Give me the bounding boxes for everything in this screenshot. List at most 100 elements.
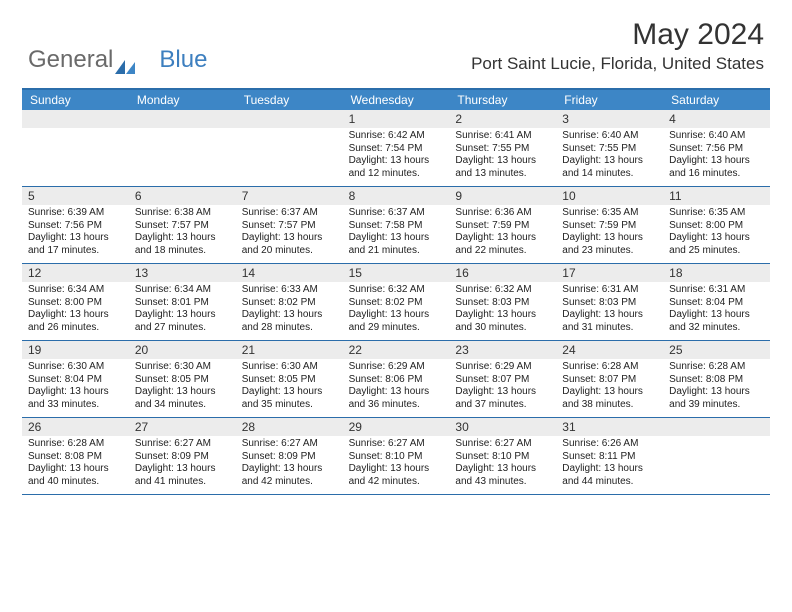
- day-body: Sunrise: 6:28 AMSunset: 8:08 PMDaylight:…: [663, 359, 770, 415]
- day-cell: 18Sunrise: 6:31 AMSunset: 8:04 PMDayligh…: [663, 264, 770, 340]
- day-body: Sunrise: 6:39 AMSunset: 7:56 PMDaylight:…: [22, 205, 129, 261]
- day-body: Sunrise: 6:27 AMSunset: 8:09 PMDaylight:…: [129, 436, 236, 492]
- day-cell: 23Sunrise: 6:29 AMSunset: 8:07 PMDayligh…: [449, 341, 556, 417]
- day-body: Sunrise: 6:40 AMSunset: 7:55 PMDaylight:…: [556, 128, 663, 184]
- day-number: 9: [449, 187, 556, 205]
- day-number: 21: [236, 341, 343, 359]
- day-body: Sunrise: 6:41 AMSunset: 7:55 PMDaylight:…: [449, 128, 556, 184]
- day-number: 15: [343, 264, 450, 282]
- day-cell: 10Sunrise: 6:35 AMSunset: 7:59 PMDayligh…: [556, 187, 663, 263]
- day-cell: 3Sunrise: 6:40 AMSunset: 7:55 PMDaylight…: [556, 110, 663, 186]
- day-cell: 15Sunrise: 6:32 AMSunset: 8:02 PMDayligh…: [343, 264, 450, 340]
- day-number: 12: [22, 264, 129, 282]
- day-number: [236, 110, 343, 128]
- brand-logo: General Blue: [28, 46, 207, 74]
- week-row: 5Sunrise: 6:39 AMSunset: 7:56 PMDaylight…: [22, 187, 770, 264]
- day-number: 8: [343, 187, 450, 205]
- day-number: 14: [236, 264, 343, 282]
- day-body: Sunrise: 6:27 AMSunset: 8:10 PMDaylight:…: [449, 436, 556, 492]
- day-cell: 19Sunrise: 6:30 AMSunset: 8:04 PMDayligh…: [22, 341, 129, 417]
- week-row: 26Sunrise: 6:28 AMSunset: 8:08 PMDayligh…: [22, 418, 770, 495]
- day-number: [663, 418, 770, 436]
- day-number: 31: [556, 418, 663, 436]
- day-number: 5: [22, 187, 129, 205]
- day-body: [236, 128, 343, 134]
- weekday-header: Thursday: [449, 90, 556, 110]
- day-body: Sunrise: 6:35 AMSunset: 8:00 PMDaylight:…: [663, 205, 770, 261]
- week-row: 19Sunrise: 6:30 AMSunset: 8:04 PMDayligh…: [22, 341, 770, 418]
- day-body: Sunrise: 6:42 AMSunset: 7:54 PMDaylight:…: [343, 128, 450, 184]
- day-cell: 8Sunrise: 6:37 AMSunset: 7:58 PMDaylight…: [343, 187, 450, 263]
- day-body: Sunrise: 6:36 AMSunset: 7:59 PMDaylight:…: [449, 205, 556, 261]
- day-cell: 14Sunrise: 6:33 AMSunset: 8:02 PMDayligh…: [236, 264, 343, 340]
- day-number: 3: [556, 110, 663, 128]
- day-cell: [129, 110, 236, 186]
- day-body: Sunrise: 6:32 AMSunset: 8:03 PMDaylight:…: [449, 282, 556, 338]
- calendar: SundayMondayTuesdayWednesdayThursdayFrid…: [22, 88, 770, 495]
- day-number: 22: [343, 341, 450, 359]
- day-cell: 24Sunrise: 6:28 AMSunset: 8:07 PMDayligh…: [556, 341, 663, 417]
- day-number: 7: [236, 187, 343, 205]
- week-row: 12Sunrise: 6:34 AMSunset: 8:00 PMDayligh…: [22, 264, 770, 341]
- day-cell: 16Sunrise: 6:32 AMSunset: 8:03 PMDayligh…: [449, 264, 556, 340]
- weekday-header: Saturday: [663, 90, 770, 110]
- day-body: Sunrise: 6:29 AMSunset: 8:06 PMDaylight:…: [343, 359, 450, 415]
- day-cell: 30Sunrise: 6:27 AMSunset: 8:10 PMDayligh…: [449, 418, 556, 494]
- day-body: Sunrise: 6:28 AMSunset: 8:07 PMDaylight:…: [556, 359, 663, 415]
- day-body: [129, 128, 236, 134]
- day-number: [129, 110, 236, 128]
- day-body: Sunrise: 6:30 AMSunset: 8:04 PMDaylight:…: [22, 359, 129, 415]
- day-cell: 31Sunrise: 6:26 AMSunset: 8:11 PMDayligh…: [556, 418, 663, 494]
- day-cell: 13Sunrise: 6:34 AMSunset: 8:01 PMDayligh…: [129, 264, 236, 340]
- day-body: Sunrise: 6:27 AMSunset: 8:10 PMDaylight:…: [343, 436, 450, 492]
- day-cell: 26Sunrise: 6:28 AMSunset: 8:08 PMDayligh…: [22, 418, 129, 494]
- day-number: 10: [556, 187, 663, 205]
- day-number: 27: [129, 418, 236, 436]
- day-body: Sunrise: 6:30 AMSunset: 8:05 PMDaylight:…: [236, 359, 343, 415]
- day-cell: 20Sunrise: 6:30 AMSunset: 8:05 PMDayligh…: [129, 341, 236, 417]
- day-cell: 11Sunrise: 6:35 AMSunset: 8:00 PMDayligh…: [663, 187, 770, 263]
- day-number: 24: [556, 341, 663, 359]
- day-cell: 9Sunrise: 6:36 AMSunset: 7:59 PMDaylight…: [449, 187, 556, 263]
- day-number: 19: [22, 341, 129, 359]
- day-number: [22, 110, 129, 128]
- day-body: Sunrise: 6:30 AMSunset: 8:05 PMDaylight:…: [129, 359, 236, 415]
- day-body: Sunrise: 6:26 AMSunset: 8:11 PMDaylight:…: [556, 436, 663, 492]
- day-body: Sunrise: 6:38 AMSunset: 7:57 PMDaylight:…: [129, 205, 236, 261]
- day-number: 30: [449, 418, 556, 436]
- day-number: 18: [663, 264, 770, 282]
- weekday-header: Wednesday: [343, 90, 450, 110]
- day-number: 20: [129, 341, 236, 359]
- day-number: 1: [343, 110, 450, 128]
- month-title: May 2024: [471, 18, 764, 52]
- day-cell: 4Sunrise: 6:40 AMSunset: 7:56 PMDaylight…: [663, 110, 770, 186]
- day-cell: [663, 418, 770, 494]
- day-number: 17: [556, 264, 663, 282]
- day-body: Sunrise: 6:40 AMSunset: 7:56 PMDaylight:…: [663, 128, 770, 184]
- day-body: Sunrise: 6:27 AMSunset: 8:09 PMDaylight:…: [236, 436, 343, 492]
- day-number: 6: [129, 187, 236, 205]
- day-number: 25: [663, 341, 770, 359]
- brand-part2: Blue: [159, 46, 207, 74]
- day-number: 29: [343, 418, 450, 436]
- day-body: Sunrise: 6:29 AMSunset: 8:07 PMDaylight:…: [449, 359, 556, 415]
- day-body: [22, 128, 129, 134]
- day-number: 16: [449, 264, 556, 282]
- day-cell: [22, 110, 129, 186]
- day-number: 23: [449, 341, 556, 359]
- day-cell: 25Sunrise: 6:28 AMSunset: 8:08 PMDayligh…: [663, 341, 770, 417]
- day-cell: 6Sunrise: 6:38 AMSunset: 7:57 PMDaylight…: [129, 187, 236, 263]
- day-cell: 29Sunrise: 6:27 AMSunset: 8:10 PMDayligh…: [343, 418, 450, 494]
- day-cell: 5Sunrise: 6:39 AMSunset: 7:56 PMDaylight…: [22, 187, 129, 263]
- day-cell: 22Sunrise: 6:29 AMSunset: 8:06 PMDayligh…: [343, 341, 450, 417]
- page-header: General Blue May 2024 Port Saint Lucie, …: [0, 0, 792, 80]
- day-number: 2: [449, 110, 556, 128]
- day-body: [663, 436, 770, 442]
- day-body: Sunrise: 6:31 AMSunset: 8:04 PMDaylight:…: [663, 282, 770, 338]
- title-block: May 2024 Port Saint Lucie, Florida, Unit…: [471, 18, 764, 74]
- brand-part1: General: [28, 46, 113, 74]
- day-body: Sunrise: 6:28 AMSunset: 8:08 PMDaylight:…: [22, 436, 129, 492]
- day-number: 13: [129, 264, 236, 282]
- location-text: Port Saint Lucie, Florida, United States: [471, 54, 764, 74]
- weekday-header: Friday: [556, 90, 663, 110]
